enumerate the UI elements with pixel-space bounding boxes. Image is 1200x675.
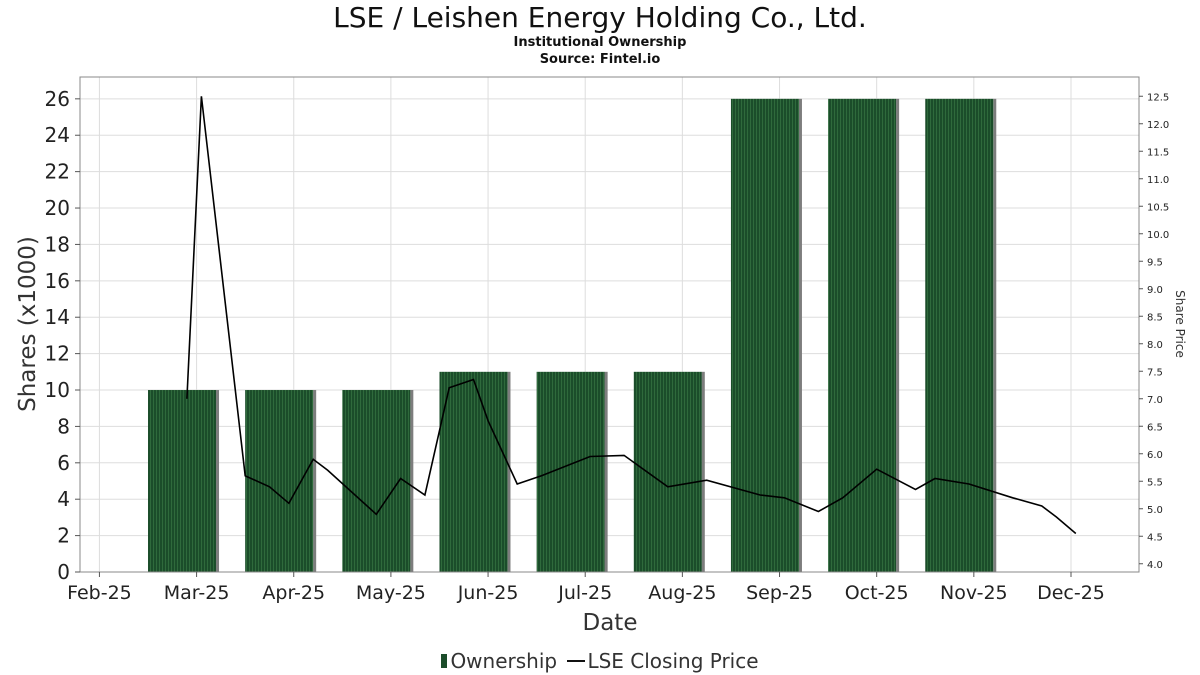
ownership-bar-shadow: [313, 390, 317, 572]
ownership-bar: [342, 390, 411, 572]
x-tick-label: Jul-25: [557, 582, 612, 604]
ownership-bar-shadow: [507, 371, 511, 572]
y2-tick-label: 12.0: [1147, 120, 1169, 131]
y2-axis-title: Share Price: [1173, 290, 1187, 358]
ownership-bar: [730, 98, 799, 573]
ownership-bar: [925, 98, 994, 573]
chart-source: Source: Fintel.io: [539, 52, 661, 67]
legend-price-label: LSE Closing Price: [587, 648, 759, 673]
ownership-bar: [439, 371, 508, 572]
y2-tick-label: 11.5: [1147, 147, 1169, 158]
x-tick-label: Jun-25: [457, 582, 519, 604]
y2-tick-label: 10.5: [1147, 202, 1169, 213]
y2-tick-label: 6.0: [1147, 450, 1163, 461]
legend-price-swatch: [567, 659, 586, 662]
y2-tick-label: 5.5: [1147, 477, 1163, 488]
ownership-bar: [828, 98, 897, 573]
y-tick-label: 26: [45, 87, 70, 111]
x-axis-title: Date: [583, 610, 638, 636]
y2-tick-label: 8.5: [1147, 312, 1163, 323]
legend-ownership-swatch: [441, 653, 448, 668]
y-tick-label: 2: [57, 524, 70, 548]
y2-tick-label: 11.0: [1147, 175, 1169, 186]
y2-tick-label: 10.0: [1147, 230, 1169, 241]
y-axis-title: Shares (x1000): [15, 236, 41, 412]
ownership-bar-shadow: [701, 371, 705, 572]
y-tick-label: 18: [45, 232, 70, 256]
y-tick-label: 6: [57, 451, 70, 475]
ownership-bar: [633, 371, 702, 572]
y2-tick-label: 4.0: [1147, 560, 1163, 571]
y2-tick-label: 7.0: [1147, 395, 1163, 406]
x-tick-label: Dec-25: [1037, 582, 1105, 604]
y2-tick-label: 9.5: [1147, 257, 1163, 268]
chart-title: LSE / Leishen Energy Holding Co., Ltd.: [333, 1, 867, 34]
y2-tick-label: 4.5: [1147, 532, 1163, 543]
y2-tick-label: 8.0: [1147, 340, 1163, 351]
ownership-bar: [148, 390, 217, 572]
y2-tick-label: 9.0: [1147, 285, 1163, 296]
y-tick-label: 4: [57, 487, 70, 511]
x-tick-label: Sep-25: [746, 582, 813, 604]
ownership-bar-shadow: [798, 98, 802, 573]
ownership-bar-shadow: [993, 98, 997, 573]
y-tick-label: 8: [57, 414, 70, 438]
y-tick-label: 0: [57, 560, 70, 584]
x-tick-label: Apr-25: [262, 582, 325, 604]
y-tick-label: 10: [45, 378, 70, 402]
chart-subtitle: Institutional Ownership: [513, 35, 687, 50]
x-tick-label: May-25: [356, 582, 426, 604]
y-tick-label: 20: [45, 196, 70, 220]
x-tick-label: Oct-25: [845, 582, 909, 604]
x-tick-label: Mar-25: [164, 582, 230, 604]
y2-tick-label: 12.5: [1147, 92, 1169, 103]
x-tick-label: Aug-25: [648, 582, 716, 604]
ownership-bar-shadow: [896, 98, 900, 573]
legend-ownership-label: Ownership: [450, 648, 558, 673]
y-tick-label: 24: [45, 123, 70, 147]
y-tick-label: 14: [45, 305, 70, 329]
x-tick-label: Nov-25: [940, 582, 1008, 604]
plot-frame: [79, 76, 1140, 573]
chart-legend: Ownership LSE Closing Price: [0, 647, 1200, 673]
ownership-bar-shadow: [410, 390, 414, 572]
x-tick-label: Feb-25: [67, 582, 132, 604]
y2-tick-label: 6.5: [1147, 422, 1163, 433]
ownership-bar-shadow: [216, 390, 220, 572]
y2-tick-label: 7.5: [1147, 367, 1163, 378]
y-tick-label: 12: [45, 342, 70, 366]
y-tick-label: 22: [45, 160, 70, 184]
price-line: [186, 96, 1077, 535]
y2-tick-label: 5.0: [1147, 505, 1163, 516]
y-tick-label: 16: [45, 269, 70, 293]
ownership-bar: [536, 371, 605, 572]
ownership-bar-shadow: [604, 371, 608, 572]
